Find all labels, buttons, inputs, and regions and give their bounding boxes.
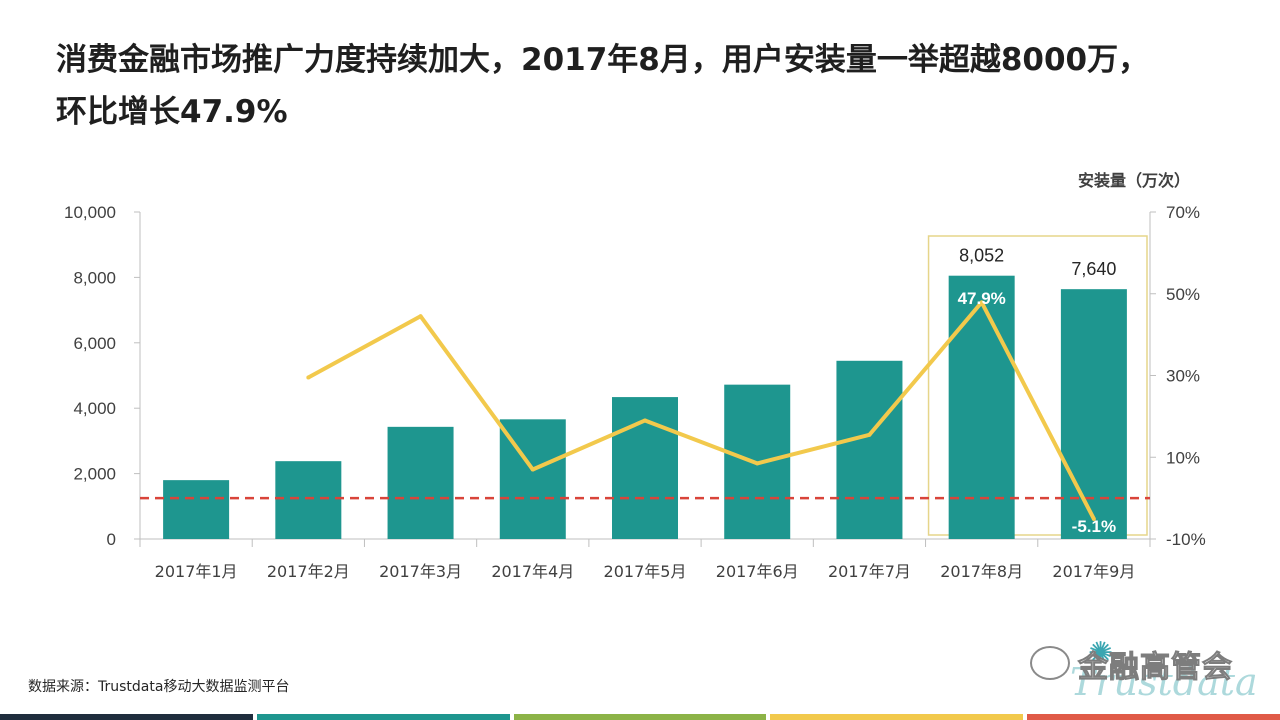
x-tick-label: 2017年4月 <box>491 562 574 581</box>
bar <box>163 480 230 539</box>
growth-point <box>530 467 535 472</box>
growth-point <box>306 375 311 380</box>
y-right-tick-label: -10% <box>1166 530 1206 549</box>
bar-data-label: 7,640 <box>1071 259 1116 279</box>
bar <box>612 397 678 539</box>
growth-point <box>1091 516 1096 521</box>
x-tick-label: 2017年2月 <box>267 562 350 581</box>
bar <box>836 360 903 539</box>
bottom-color-bar <box>0 714 1280 720</box>
growth-label: -5.1% <box>1072 517 1116 536</box>
y-right-tick-label: 70% <box>1166 203 1200 222</box>
y-left-tick-label: 0 <box>107 530 116 549</box>
bottom-bar-segment <box>513 714 767 720</box>
x-tick-label: 2017年7月 <box>828 562 911 581</box>
bottom-bar-segment <box>0 714 253 720</box>
growth-point <box>979 300 984 305</box>
y-right-tick-label: 30% <box>1166 367 1200 386</box>
x-tick-label: 2017年5月 <box>604 562 687 581</box>
bar <box>275 461 342 539</box>
bar <box>1060 289 1127 539</box>
growth-line <box>307 300 1096 520</box>
y-right-tick-label: 10% <box>1166 448 1200 467</box>
bar <box>387 426 454 539</box>
growth-label: 47.9% <box>958 289 1006 308</box>
y-left-tick-label: 4,000 <box>73 399 116 418</box>
trustdata-logo-icon: ✺ <box>1088 636 1114 671</box>
growth-point <box>643 418 647 423</box>
x-tick-label: 2017年6月 <box>716 562 799 581</box>
growth-point <box>755 461 760 466</box>
bar-data-label: 8,052 <box>959 246 1004 266</box>
bottom-bar-segment <box>1027 714 1280 720</box>
source-note: 数据来源：Trustdata移动大数据监测平台 <box>28 679 290 695</box>
y-left-tick-label: 10,000 <box>64 203 116 222</box>
y-left-tick-label: 2,000 <box>73 465 116 484</box>
x-tick-label: 2017年1月 <box>155 562 238 581</box>
page-title: 消费金融市场推广力度持续加大，2017年8月，用户安装量一举超越8000万，环比… <box>56 42 1150 130</box>
bottom-bar-segment <box>770 714 1024 720</box>
x-tick-label: 2017年8月 <box>940 562 1023 581</box>
watermark: ✺ Trustdata 金融高管会 <box>1030 636 1270 708</box>
y-right-tick-label: 50% <box>1166 285 1200 304</box>
y-left-tick-label: 6,000 <box>73 334 116 353</box>
bar <box>948 275 1015 539</box>
x-tick-label: 2017年3月 <box>379 562 462 581</box>
y-left-tick-label: 8,000 <box>73 268 116 287</box>
highlight-box <box>927 235 1148 536</box>
growth-point <box>867 432 872 437</box>
bottom-bar-segment <box>256 714 510 720</box>
watermark-brand: Trustdata <box>1070 660 1258 704</box>
x-tick-label: 2017年9月 <box>1052 562 1135 581</box>
right-axis-title: 安装量（万次） <box>1078 171 1190 190</box>
watermark-text: 金融高管会 <box>1078 650 1233 686</box>
wechat-icon <box>1030 646 1070 680</box>
growth-point <box>418 314 423 319</box>
